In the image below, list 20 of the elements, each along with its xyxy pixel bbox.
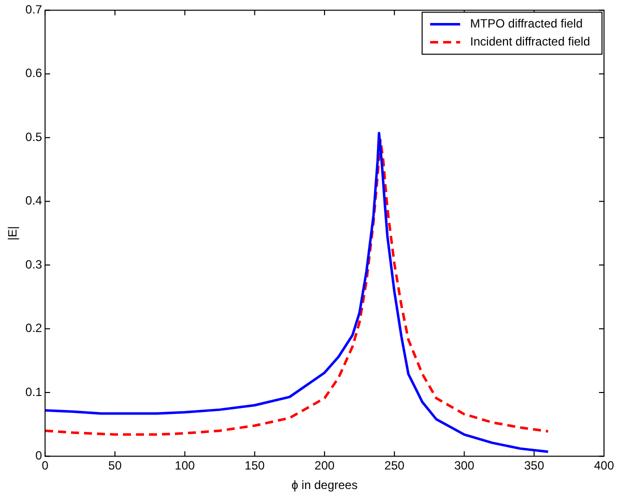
x-tick-label: 150	[244, 458, 266, 473]
legend-label: Incident diffracted field	[470, 34, 590, 49]
x-tick-label: 200	[314, 458, 335, 473]
x-tick-label: 350	[524, 458, 544, 473]
y-tick-label: 0.1	[25, 384, 42, 399]
x-tick-label: 400	[594, 458, 614, 473]
x-tick-label: 300	[454, 458, 475, 473]
y-tick-label: 0.4	[25, 194, 42, 208]
x-axis-title: ϕ in degrees	[291, 478, 358, 492]
x-tick-label: 100	[174, 458, 196, 473]
y-tick-label: 0.3	[25, 257, 42, 272]
y-axis-title: |E|	[6, 226, 20, 240]
y-tick-label: 0.7	[25, 2, 42, 17]
x-tick-label: 250	[384, 458, 405, 473]
y-tick-label: 0.2	[25, 321, 42, 336]
y-tick-label: 0.5	[25, 130, 42, 144]
legend-label: MTPO diffracted field	[470, 16, 583, 31]
x-tick-label: 50	[108, 458, 122, 473]
y-tick-label: 0	[35, 448, 42, 463]
y-tick-label: 0.6	[25, 66, 42, 80]
